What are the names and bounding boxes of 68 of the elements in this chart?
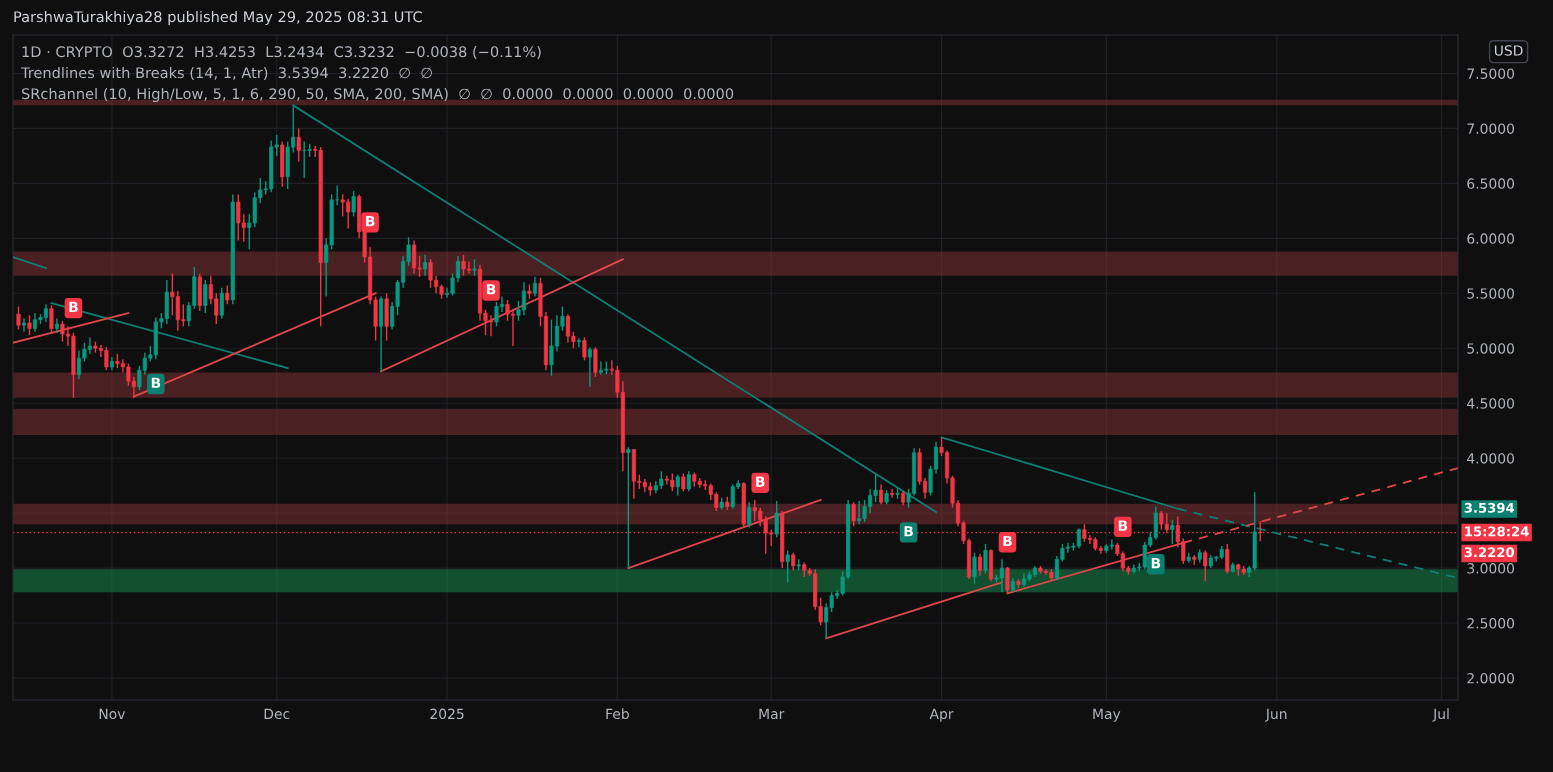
y-tick-label: 5.5000 (1467, 288, 1515, 299)
text: 3.2220 (1464, 547, 1515, 558)
y-tick-label: 5.0000 (1467, 343, 1515, 354)
annotation: B (1151, 558, 1161, 569)
candlestick (225, 284, 230, 305)
annotation: B (904, 526, 913, 537)
y-tick-label: 4.5000 (1467, 398, 1515, 409)
candlestick (532, 276, 538, 298)
candlestick (27, 314, 32, 336)
x-tick-label: Jul (1432, 708, 1449, 722)
y-axis-title: USD (1494, 45, 1523, 56)
annotation: B (486, 284, 496, 295)
candlestick (890, 488, 895, 499)
candlestick (972, 552, 977, 585)
annotation: B (69, 301, 78, 312)
x-tick-label: Apr (929, 708, 954, 722)
candlestick (587, 346, 592, 388)
candlestick (675, 473, 680, 497)
text: 15:28:24 (1465, 526, 1529, 537)
y-tick-label: 6.5000 (1467, 178, 1515, 189)
candlestick (1225, 543, 1230, 575)
candlestick (49, 304, 54, 334)
candlestick (296, 127, 301, 163)
chart-title: ParshwaTurakhiya28 published May 29, 2025 08:31 UTC (14, 10, 422, 26)
x-tick-label: Mar (759, 708, 785, 720)
y-tick-label: 7.0000 (1467, 123, 1515, 134)
candlestick (785, 549, 790, 584)
candlestick (21, 317, 27, 333)
annotation: B (366, 216, 375, 227)
x-tick-label: Dec (264, 708, 290, 720)
candlestick (983, 543, 988, 575)
candlestick (576, 337, 581, 348)
candlestick (219, 287, 224, 320)
candlestick (879, 483, 884, 506)
candlestick (1203, 549, 1208, 582)
x-tick-label: Jun (1265, 708, 1287, 722)
annotation: Trendlines with Breaks (14, 1, Atr) 3.5394 3.2220 ∅ ∅ (20, 66, 432, 80)
x-tick-label: May (1093, 708, 1121, 722)
candlestick (686, 470, 691, 492)
annotation: B (1003, 535, 1012, 547)
annotation: B (151, 377, 161, 388)
x-tick-label: Nov (99, 708, 126, 720)
y-tick-label: 3.0000 (1467, 563, 1515, 574)
annotation: B (1118, 520, 1128, 531)
candlestick (977, 553, 983, 577)
candlestick (626, 446, 631, 569)
candlestick (16, 305, 21, 331)
y-tick-label: 2.0000 (1467, 672, 1515, 684)
x-tick-label: 2025 (430, 708, 464, 720)
y-tick-label: 2.5000 (1467, 618, 1515, 629)
text: 3.5394 (1464, 502, 1515, 513)
candlestick (747, 501, 752, 529)
annotation: SRchannel (10, High/Low, 5, 1, 6, 290, 50, SMA, 200, SMA) ∅ ∅ 0.0000 0.0000 0.0000 0.0000 (21, 87, 734, 103)
candlestick (351, 190, 356, 218)
y-tick-label: 7.5000 (1467, 68, 1515, 79)
candlestick (1170, 519, 1175, 545)
candlestick (774, 500, 779, 539)
candlestick (203, 279, 208, 314)
y-tick-label: 4.0000 (1467, 453, 1515, 464)
y-tick-label: 6.0000 (1467, 233, 1515, 244)
candlestick (423, 254, 428, 277)
annotation: B (756, 476, 765, 487)
candlestick (851, 501, 856, 528)
x-tick-label: Feb (606, 708, 629, 720)
candlestick (1005, 566, 1010, 595)
candlestick (593, 346, 598, 378)
annotation: 1D · CRYPTO O3.3272 H3.4253 L3.2434 C3.3232 −0.0038 (−0.11%) (22, 45, 541, 59)
candlestick (582, 336, 587, 362)
